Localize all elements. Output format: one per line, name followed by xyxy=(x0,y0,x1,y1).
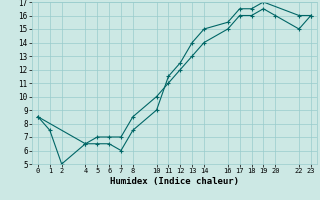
X-axis label: Humidex (Indice chaleur): Humidex (Indice chaleur) xyxy=(110,177,239,186)
